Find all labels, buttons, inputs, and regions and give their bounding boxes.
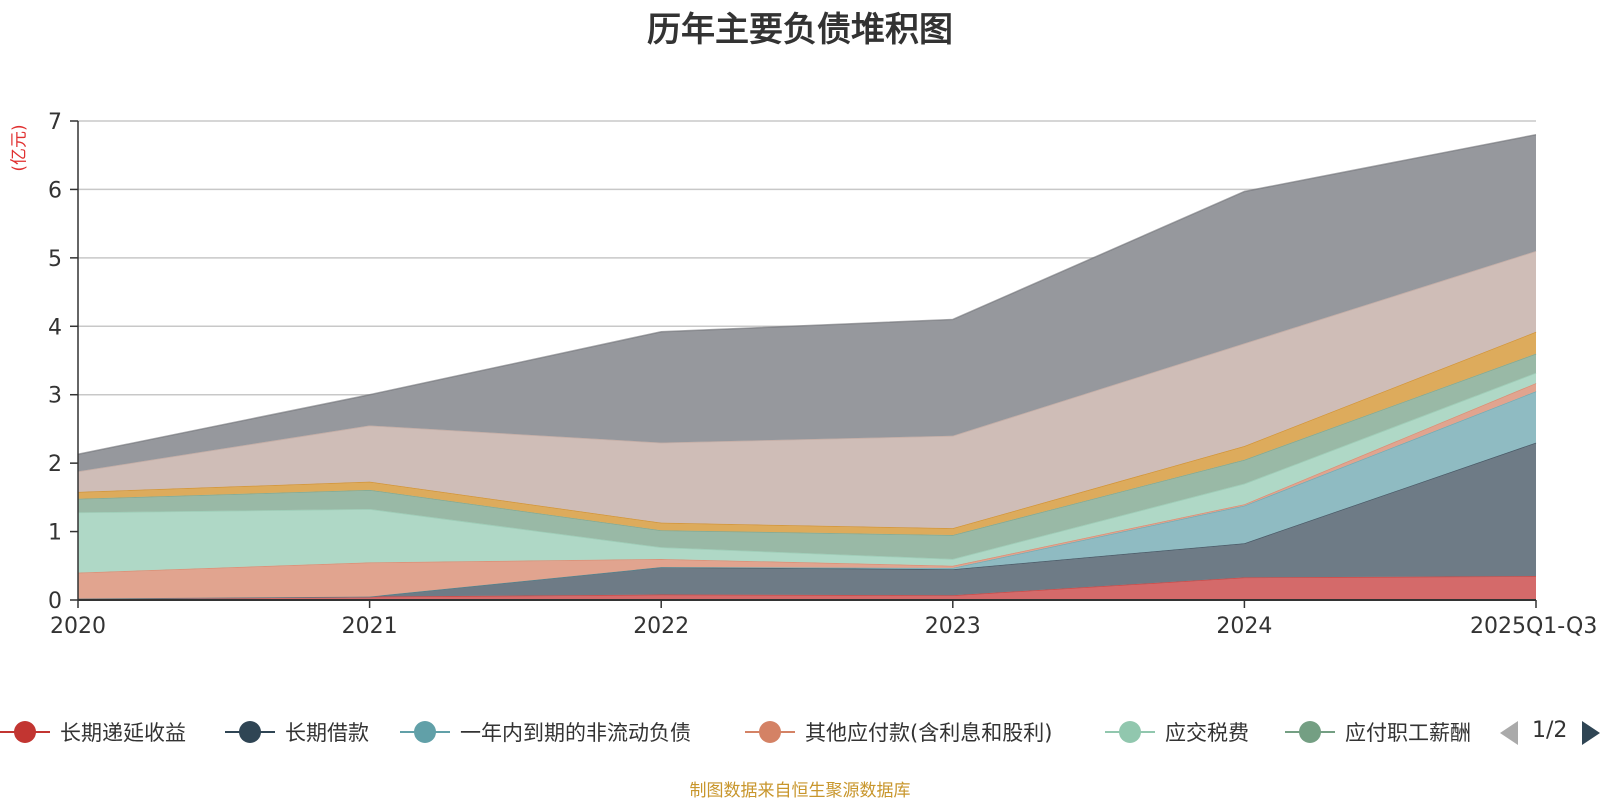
x-tick-label: 2023 [925, 614, 981, 639]
legend-label: 一年内到期的非流动负债 [460, 721, 691, 745]
area-series-9 [78, 134, 1536, 472]
area-series-line-7 [77, 331, 1537, 529]
area-series-group [77, 133, 1537, 600]
legend-label: 其他应付款(含利息和股利) [805, 721, 1053, 745]
area-series-2 [78, 442, 1536, 599]
x-tick-label: 2025Q1-Q3 [1470, 614, 1597, 639]
legend-item[interactable]: 长期借款 [225, 712, 369, 752]
y-tick-label: 0 [48, 589, 62, 614]
legend-marker-icon [400, 717, 450, 747]
legend-marker-icon [225, 717, 275, 747]
area-series-line-3 [77, 390, 1537, 600]
area-series-6 [78, 353, 1536, 559]
x-tick-label: 2024 [1216, 614, 1272, 639]
area-series-4 [78, 383, 1536, 599]
y-tick-label: 5 [48, 247, 62, 272]
x-tick-label: 2020 [50, 614, 106, 639]
area-series-5 [78, 372, 1536, 573]
legend-prev-page-arrow-icon[interactable] [1500, 721, 1518, 745]
legend-marker-icon [745, 717, 795, 747]
area-series-8 [78, 251, 1536, 529]
legend-item[interactable]: 应交税费 [1105, 712, 1249, 752]
legend-item[interactable]: 一年内到期的非流动负债 [400, 712, 691, 752]
legend: 长期递延收益 长期借款 一年内到期的非流动负债 其他应付款(含利息和股利) 应交税费 应付… [0, 712, 1600, 752]
legend-marker-icon [0, 717, 50, 747]
x-tick-label: 2022 [633, 614, 689, 639]
y-tick-label: 6 [48, 178, 62, 203]
stacked-area-chart: 0 1 2 3 4 5 6 7 2020 2021 2022 2023 2024 2025Q1-Q3 [48, 110, 1597, 639]
y-tick-label: 4 [48, 315, 62, 340]
y-tick-label: 2 [48, 452, 62, 477]
legend-item[interactable]: 长期递延收益 [0, 712, 186, 752]
legend-item[interactable]: 应付职工薪酬 [1285, 712, 1471, 752]
chart-title: 历年主要负债堆积图 [647, 10, 953, 50]
legend-page-indicator: 1/2 [1532, 718, 1568, 743]
legend-item[interactable]: 其他应付款(含利息和股利) [745, 712, 1052, 752]
legend-marker-icon [1105, 717, 1155, 747]
x-tick-label: 2021 [342, 614, 398, 639]
y-tick-label: 7 [48, 110, 62, 135]
legend-marker-icon [1285, 717, 1335, 747]
area-series-line-9 [77, 133, 1537, 455]
legend-label: 应付职工薪酬 [1345, 721, 1471, 745]
axes: 0 1 2 3 4 5 6 7 2020 2021 2022 2023 2024 2025Q1-Q3 [48, 110, 1597, 639]
legend-next-page-arrow-icon[interactable] [1582, 721, 1600, 745]
legend-label: 长期借款 [285, 721, 369, 745]
y-tick-label: 3 [48, 384, 62, 409]
legend-label: 应交税费 [1165, 721, 1249, 745]
y-tick-label: 1 [48, 521, 62, 546]
legend-label: 长期递延收益 [60, 721, 186, 745]
area-series-3 [78, 391, 1536, 599]
legend-items: 长期递延收益 长期借款 一年内到期的非流动负债 其他应付款(含利息和股利) 应交税费 应付… [0, 712, 1480, 752]
source-note: 制图数据来自恒生聚源数据库 [689, 781, 911, 801]
